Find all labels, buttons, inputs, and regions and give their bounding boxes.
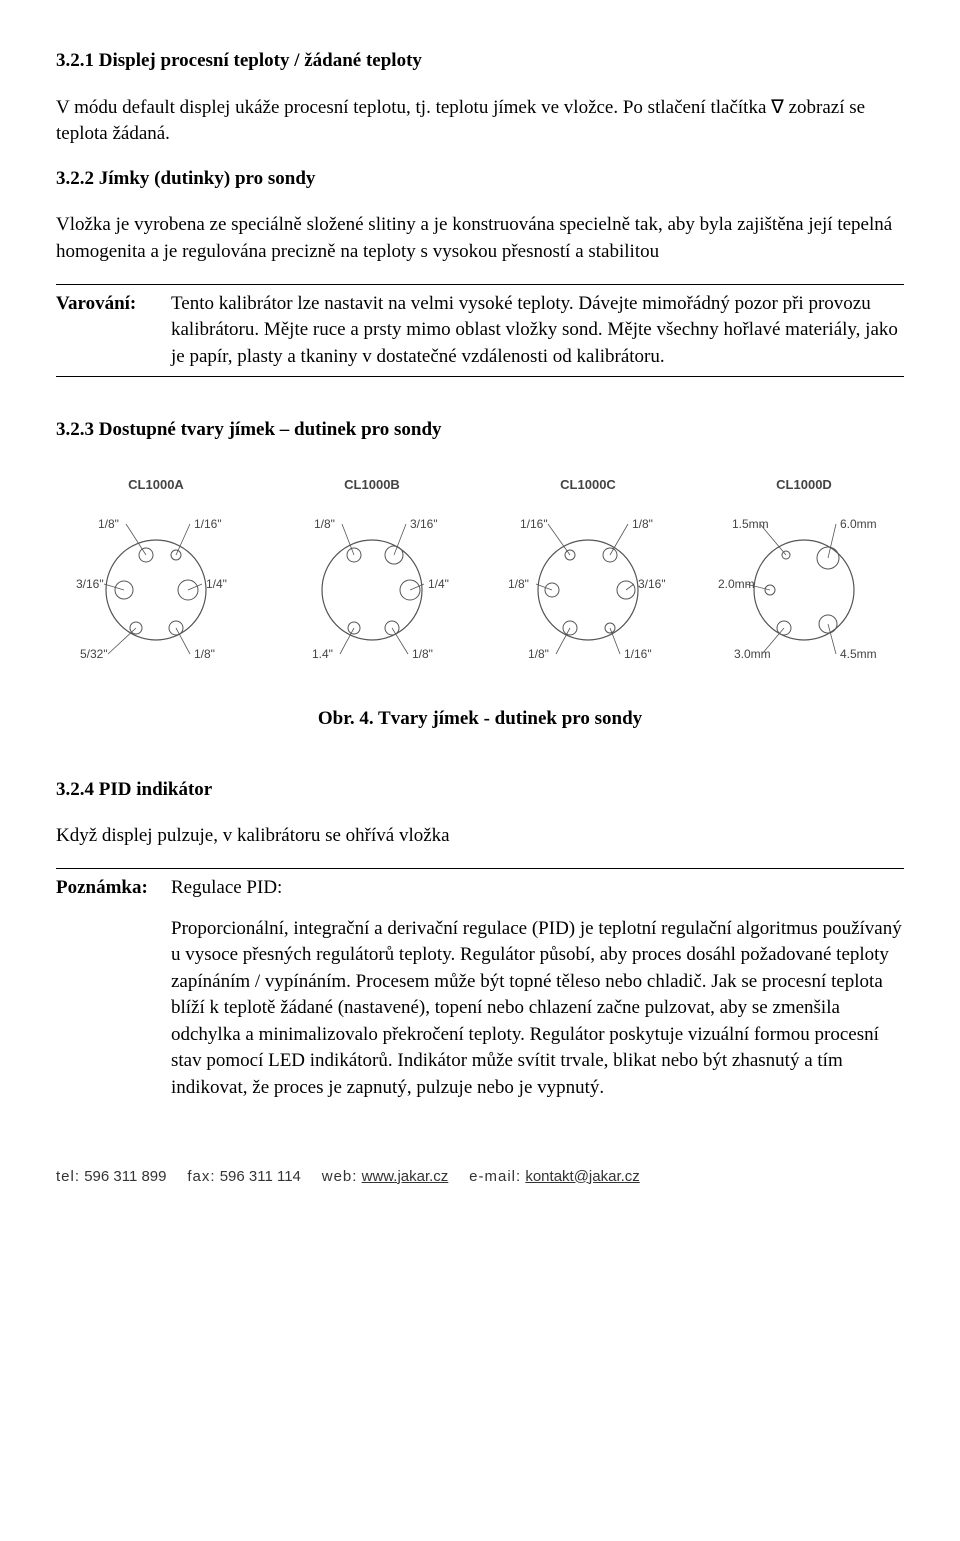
svg-text:1.5mm: 1.5mm: [732, 517, 769, 531]
paragraph-322: Vložka je vyrobena ze speciálně složené …: [56, 212, 904, 265]
svg-text:1/8": 1/8": [412, 647, 433, 661]
heading-324: 3.2.4 PID indikátor: [56, 777, 904, 804]
note-label: Poznámka:: [56, 875, 171, 1120]
footer-mail-key: e-mail:: [469, 1168, 521, 1185]
footer-tel-val: 596 311 899: [84, 1168, 166, 1185]
svg-text:1/8": 1/8": [194, 647, 215, 661]
footer-tel-key: tel:: [56, 1168, 80, 1185]
footer-fax-val: 596 311 114: [220, 1168, 301, 1185]
heading-322: 3.2.2 Jímky (dutinky) pro sondy: [56, 166, 904, 193]
diagram-title: CL1000C: [488, 476, 688, 494]
heading-321: 3.2.1 Displej procesní teploty / žádané …: [56, 48, 904, 75]
svg-text:3/16": 3/16": [410, 517, 438, 531]
footer-fax-key: fax:: [187, 1168, 215, 1185]
svg-text:1/4": 1/4": [428, 577, 449, 591]
diagram-title: CL1000A: [56, 476, 256, 494]
note-body: Proporcionální, integrační a derivační r…: [171, 916, 904, 1102]
svg-text:1/16": 1/16": [194, 517, 222, 531]
warning-label: Varování:: [56, 291, 171, 371]
footer-mail-link[interactable]: kontakt@jakar.cz: [525, 1168, 639, 1185]
page-footer: tel: 596 311 899 fax: 596 311 114 web: w…: [56, 1166, 904, 1187]
footer-web-link[interactable]: www.jakar.cz: [362, 1168, 449, 1185]
note-lead: Regulace PID:: [171, 875, 904, 902]
svg-text:1/8": 1/8": [528, 647, 549, 661]
svg-text:3.0mm: 3.0mm: [734, 647, 771, 661]
warning-text: Tento kalibrátor lze nastavit na velmi v…: [171, 291, 904, 371]
probe-diagram: CL1000B 1/8" 3/16" 1/4" 1.4" 1/8": [272, 476, 472, 670]
svg-text:6.0mm: 6.0mm: [840, 517, 877, 531]
svg-text:1/8": 1/8": [314, 517, 335, 531]
svg-text:3/16": 3/16": [76, 577, 104, 591]
diagrams-row: CL1000A1/8"1/16"3/16"1/4"5/32"1/8"CL1000…: [56, 476, 904, 670]
heading-323: 3.2.3 Dostupné tvary jímek – dutinek pro…: [56, 417, 904, 444]
paragraph-321: V módu default displej ukáže procesní te…: [56, 95, 904, 148]
svg-text:5/32": 5/32": [80, 647, 108, 661]
footer-web-key: web:: [322, 1168, 358, 1185]
svg-text:4.5mm: 4.5mm: [840, 647, 877, 661]
figure-caption: Obr. 4. Tvary jímek - dutinek pro sondy: [56, 706, 904, 733]
svg-text:1.4": 1.4": [312, 647, 333, 661]
probe-diagram: CL1000C 1/16" 1/8" 1/8" 3/16" 1/8" 1/16": [488, 476, 688, 670]
svg-text:1/4": 1/4": [206, 577, 227, 591]
diagram-title: CL1000D: [704, 476, 904, 494]
svg-text:2.0mm: 2.0mm: [718, 577, 755, 591]
svg-text:1/8": 1/8": [508, 577, 529, 591]
probe-diagram: CL1000D 1.5mm 6.0mm 2.0mm 3.0mm 4.5mm: [704, 476, 904, 670]
note-block: Poznámka: Regulace PID: Proporcionální, …: [56, 868, 904, 1120]
svg-text:3/16": 3/16": [638, 577, 666, 591]
svg-text:1/8": 1/8": [632, 517, 653, 531]
warning-block: Varování: Tento kalibrátor lze nastavit …: [56, 284, 904, 378]
probe-diagram: CL1000A 1/8" 1/16" 3/16" 1/4" 5/32" 1/8": [56, 476, 256, 670]
svg-text:1/16": 1/16": [520, 517, 548, 531]
svg-text:1/8": 1/8": [98, 517, 119, 531]
diagram-title: CL1000B: [272, 476, 472, 494]
svg-text:1/16": 1/16": [624, 647, 652, 661]
paragraph-324: Když displej pulzuje, v kalibrátoru se o…: [56, 823, 904, 850]
